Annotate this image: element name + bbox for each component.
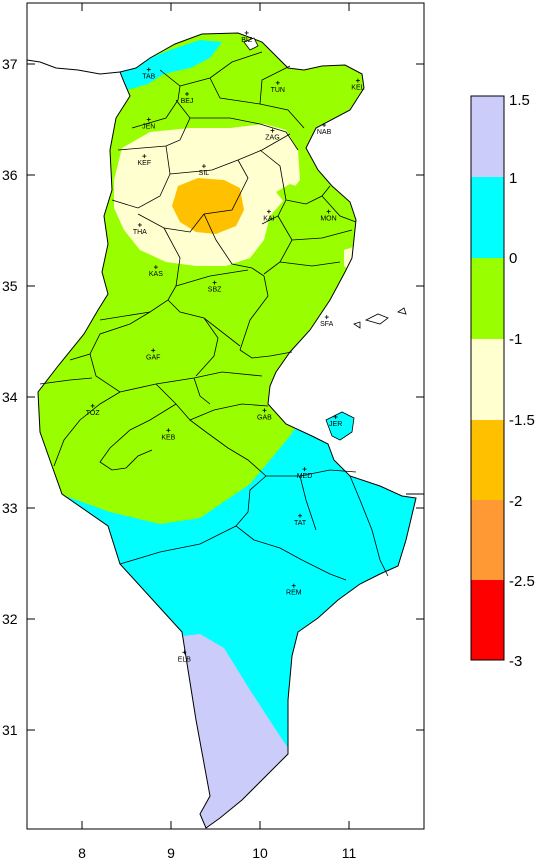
zone-minus2-to-minus15 [172, 178, 244, 234]
djerba-island [325, 411, 355, 441]
legend-swatch-minus15-to-minus1 [471, 339, 504, 420]
legend-label: -2 [509, 493, 522, 510]
station-sfa: SFA [320, 315, 334, 328]
station-label: GAF [146, 354, 160, 361]
station-mon: MON [320, 209, 337, 223]
y-tick-label: 31 [2, 722, 18, 738]
station-sbz: SBZ [208, 280, 222, 294]
station-jen: JEN [142, 117, 155, 131]
station-gaf: GAF [146, 348, 160, 361]
legend-swatch-minus3-to-minus25 [471, 580, 504, 660]
station-label: MED [297, 473, 313, 480]
station-label: KAS [149, 271, 163, 278]
y-axis: 37 36 35 34 33 32 31 [2, 56, 18, 738]
neighbor-coastline [26, 59, 121, 75]
station-label: KEB [161, 434, 175, 441]
station-toz: TOZ [86, 403, 101, 417]
station-tab: TAB [142, 67, 156, 81]
legend-label: -2.5 [509, 573, 535, 590]
station-kai: KAI [263, 209, 275, 223]
islands [325, 307, 407, 441]
station-med: MED [297, 467, 313, 480]
station-label: REM [286, 590, 302, 597]
kerkennah-islands [353, 307, 407, 329]
legend-label: -1.5 [509, 412, 535, 429]
station-label: THA [133, 229, 147, 236]
station-label: TUN [271, 87, 285, 94]
station-label: KAI [263, 216, 274, 223]
station-tat: TAT [294, 513, 307, 527]
station-bej: BEJ [181, 91, 194, 105]
station-label: TOZ [86, 410, 101, 417]
axis-ticks [27, 3, 424, 829]
station-label: ZAG [265, 135, 279, 142]
legend: 1.5 1 0 -1 -1.5 -2 -2.5 -3 [470, 92, 535, 670]
legend-swatch-minus2-to-minus15 [471, 420, 504, 500]
station-label: ELB [178, 656, 192, 663]
station-label: KEF [137, 160, 151, 167]
legend-label: 0 [509, 250, 517, 267]
station-label: TAT [294, 520, 307, 527]
legend-label: -1 [509, 331, 522, 348]
legend-label: 1 [509, 170, 517, 187]
station-jer: JER [329, 414, 342, 428]
x-axis: 8 9 10 11 [78, 845, 356, 861]
x-tick-label: 9 [167, 845, 175, 861]
y-tick-label: 32 [2, 611, 18, 627]
station-kef: KEF [137, 154, 151, 167]
station-kas: KAS [149, 265, 163, 278]
legend-swatch-minus25-to-minus2 [471, 500, 504, 580]
station-rem: REM [286, 583, 302, 597]
station-elb: ELB [178, 650, 192, 663]
x-tick-label: 11 [342, 845, 357, 861]
zone-minus1-to-0-hole [276, 184, 302, 202]
station-label: GAB [257, 414, 272, 421]
station-label: BIZ [241, 37, 253, 44]
station-label: BEJ [181, 98, 194, 105]
station-gab: GAB [257, 408, 272, 421]
station-label: NAB [317, 129, 332, 136]
station-kel: KEL [351, 78, 365, 92]
station-sil: SIL [199, 164, 210, 177]
station-label: SBZ [208, 287, 222, 294]
station-nab: NAB [317, 123, 332, 136]
legend-label: -3 [509, 653, 522, 670]
x-tick-label: 10 [252, 845, 268, 861]
legend-swatch-0-to-1 [471, 177, 504, 258]
station-label: KEL [351, 85, 364, 92]
station-keb: KEB [161, 428, 176, 441]
legend-label: 1.5 [509, 92, 530, 109]
station-tha: THA [133, 222, 147, 236]
zone-0-to-1-north [100, 40, 222, 92]
station-label: TAB [142, 74, 155, 81]
y-tick-label: 36 [2, 167, 18, 183]
governorate-borders [39, 51, 389, 581]
stations-layer: BIZ TAB BEJ TUN KEL JEN NAB ZAG KEF SIL KAI MON THA K… [86, 30, 365, 663]
station-tun: TUN [271, 80, 285, 94]
legend-swatch-minus1-to-0 [471, 258, 504, 339]
station-label: MON [320, 216, 336, 223]
station-label: JEN [142, 124, 155, 131]
x-tick-label: 8 [78, 845, 86, 861]
y-tick-label: 37 [2, 56, 18, 72]
station-label: SFA [320, 321, 334, 328]
station-biz: BIZ [241, 30, 253, 44]
bizerte-lake [243, 37, 259, 51]
legend-swatch-1-to-1.5 [471, 96, 504, 177]
station-zag: ZAG [265, 128, 280, 142]
station-label: SIL [199, 170, 210, 177]
y-tick-label: 35 [2, 278, 18, 294]
y-tick-label: 33 [2, 500, 18, 516]
tunisia-outline [37, 32, 417, 829]
y-tick-label: 34 [2, 389, 18, 405]
legend-frame [470, 95, 505, 661]
station-label: JER [329, 421, 342, 428]
